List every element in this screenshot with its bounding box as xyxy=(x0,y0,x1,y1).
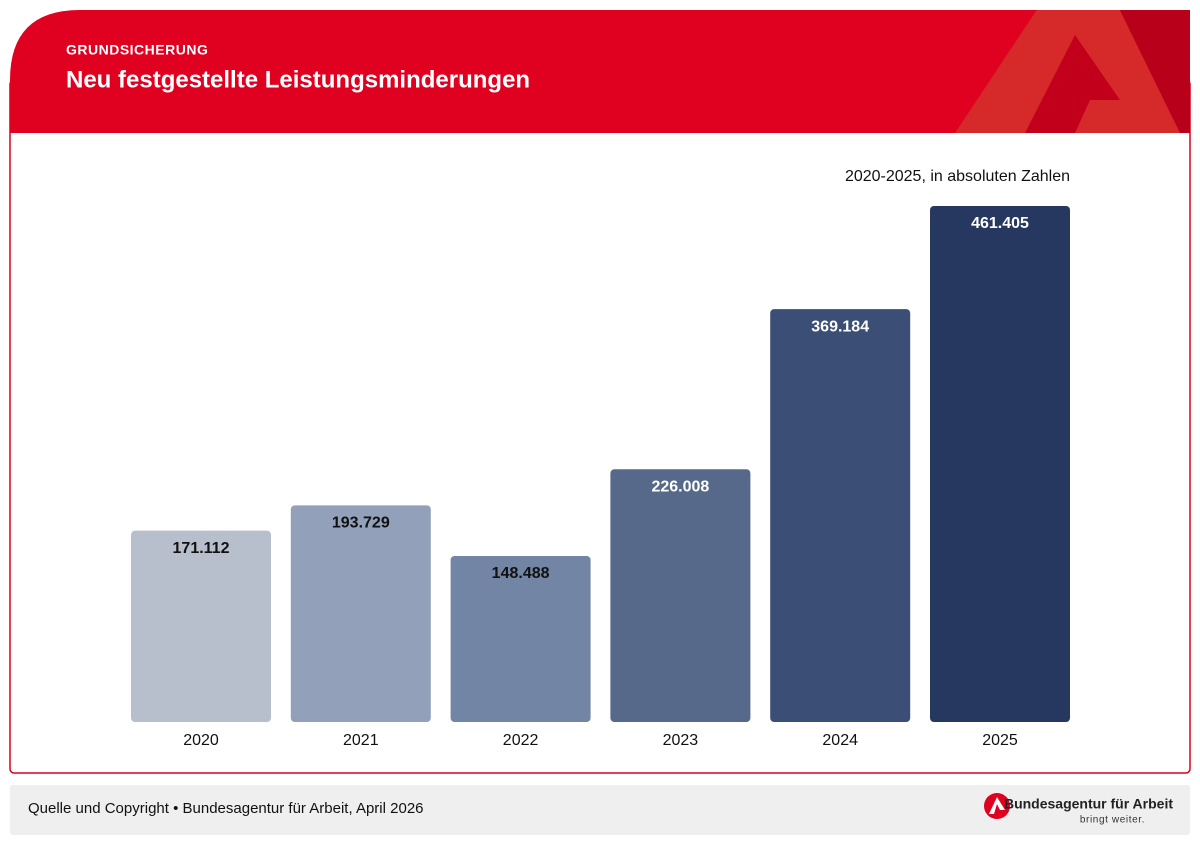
value-label: 193.729 xyxy=(332,515,390,532)
x-tick-label: 2022 xyxy=(503,732,539,749)
header-deco xyxy=(1025,35,1120,133)
source: Quelle und Copyright • Bundesagentur für… xyxy=(28,800,424,817)
bar xyxy=(610,469,751,722)
x-tick-label: 2025 xyxy=(982,732,1018,749)
value-label: 171.112 xyxy=(173,540,230,557)
bar xyxy=(450,555,591,722)
subtitle: 2020-2025, in absoluten Zahlen xyxy=(845,168,1070,185)
value-label: 148.488 xyxy=(492,565,550,582)
x-tick-label: 2021 xyxy=(343,732,379,749)
header xyxy=(10,10,1190,133)
bar xyxy=(131,530,271,722)
x-tick-label: 2024 xyxy=(822,732,858,749)
value-label: 461.405 xyxy=(971,215,1029,232)
kicker: GRUNDSICHERUNG xyxy=(66,42,208,58)
x-tick-label: 2023 xyxy=(663,732,699,749)
brand: Bundesagentur für Arbeit xyxy=(1004,796,1173,812)
x-tick-label: 2020 xyxy=(183,732,219,749)
bar xyxy=(930,206,1070,722)
header-deco xyxy=(1110,10,1190,133)
logo-mark xyxy=(989,797,1005,814)
chart-title: Neu festgestellte Leistungsminderungen xyxy=(66,66,530,93)
bar xyxy=(770,309,911,722)
value-label: 226.008 xyxy=(651,478,709,495)
slogan: bringt weiter. xyxy=(1080,815,1145,826)
bar xyxy=(290,505,431,722)
footer xyxy=(10,785,1190,835)
value-label: 369.184 xyxy=(811,318,869,335)
